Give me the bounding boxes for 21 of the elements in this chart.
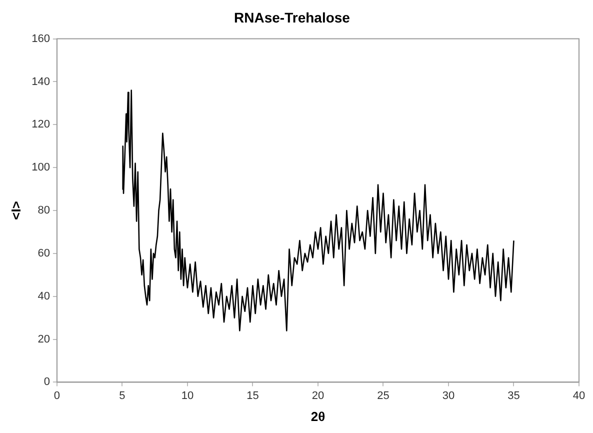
y-axis-title: <I> xyxy=(8,200,24,220)
x-tick-label: 5 xyxy=(119,390,126,402)
y-tick-label: 120 xyxy=(32,118,50,131)
y-tick-label: 100 xyxy=(32,162,50,174)
x-tick-label: 30 xyxy=(442,390,455,402)
x-tick-label: 10 xyxy=(181,390,194,402)
x-tick-label: 40 xyxy=(572,390,586,402)
x-axis-title: 2θ xyxy=(310,408,326,424)
x-tick-label: 15 xyxy=(246,390,259,402)
x-tick-label: 35 xyxy=(508,390,520,402)
y-tick-label: 40 xyxy=(38,290,50,302)
y-tick-label: 140 xyxy=(32,76,50,88)
chart-title: RNAse-Trehalose xyxy=(234,9,350,26)
y-tick-label: 0 xyxy=(44,376,50,388)
y-tick-label: 20 xyxy=(38,333,50,346)
x-tick-label: 20 xyxy=(312,390,324,402)
y-tick-label: 160 xyxy=(32,32,50,45)
y-tick-label: 80 xyxy=(38,204,50,217)
y-tick-label: 60 xyxy=(38,247,50,260)
x-tick-label: 25 xyxy=(377,390,390,402)
x-tick-label: 0 xyxy=(54,390,60,402)
